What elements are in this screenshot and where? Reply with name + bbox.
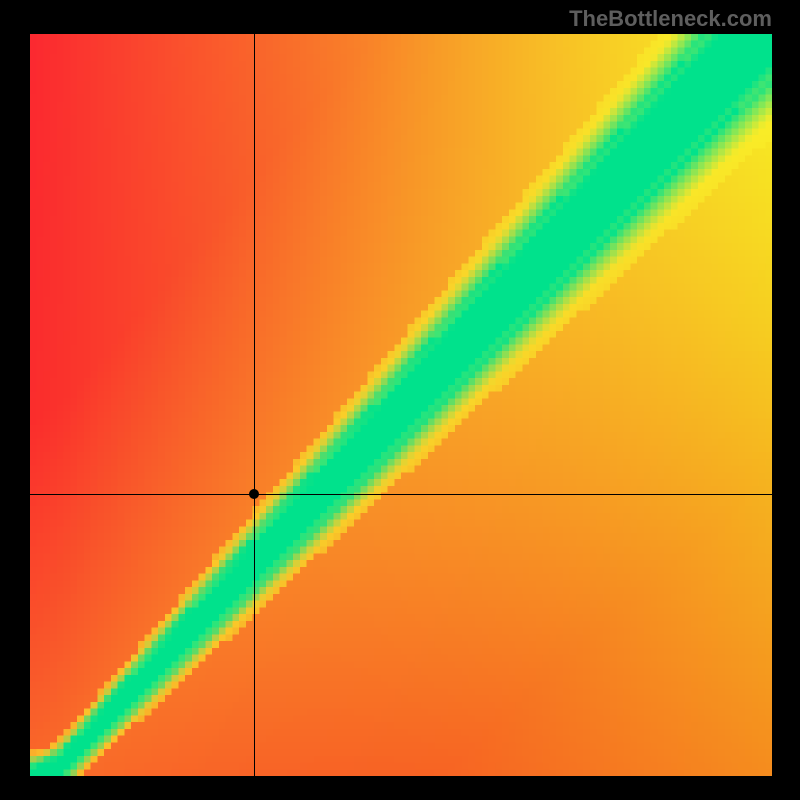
crosshair-horizontal <box>30 494 772 495</box>
watermark-text: TheBottleneck.com <box>569 6 772 32</box>
heatmap-canvas <box>30 34 772 776</box>
heatmap-plot <box>30 34 772 776</box>
crosshair-marker <box>249 489 259 499</box>
crosshair-vertical <box>254 34 255 776</box>
